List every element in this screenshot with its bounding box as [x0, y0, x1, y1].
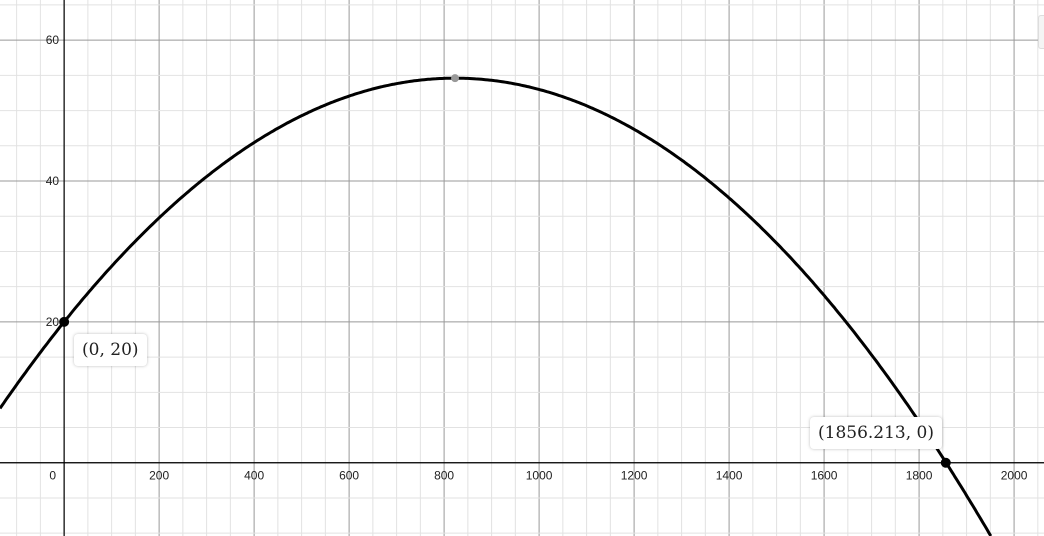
- y-tick-label: 40: [46, 174, 60, 188]
- x-tick-label: 800: [434, 469, 454, 483]
- x-tick-label: 200: [149, 469, 169, 483]
- x-tick-label: 1400: [716, 469, 743, 483]
- point-marker: [59, 316, 70, 327]
- zoom-controls-button[interactable]: [1038, 15, 1044, 49]
- point-marker: [451, 74, 460, 83]
- point-label-root: (1856.213, 0): [810, 417, 943, 449]
- x-tick-label: 1000: [526, 469, 553, 483]
- parabola-curve: [0, 76, 993, 536]
- x-tick-label: 0: [49, 469, 56, 483]
- x-tick-label: 400: [244, 469, 264, 483]
- y-tick-label: 60: [46, 33, 60, 47]
- x-tick-label: 2000: [1001, 469, 1028, 483]
- point-marker: [940, 457, 951, 468]
- x-tick-label: 600: [339, 469, 359, 483]
- y-tick-label: 20: [46, 315, 60, 329]
- x-tick-label: 1800: [906, 469, 933, 483]
- x-tick-label: 1600: [811, 469, 838, 483]
- point-label-y-intercept: (0, 20): [74, 334, 147, 366]
- x-tick-label: 1200: [621, 469, 648, 483]
